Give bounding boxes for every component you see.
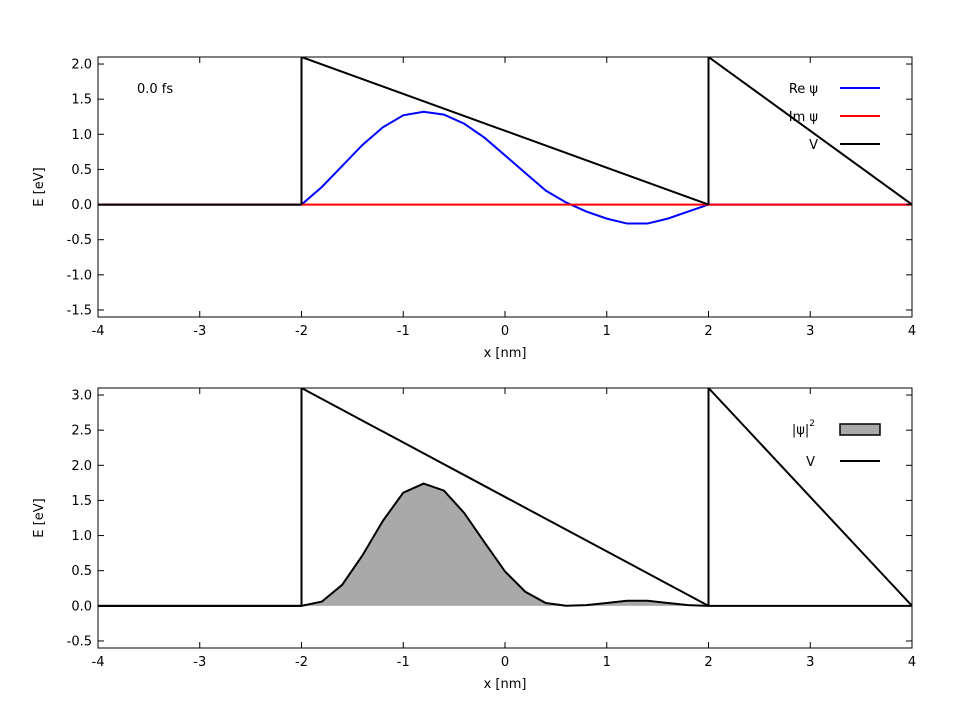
- legend-label-v-bottom: V: [806, 455, 815, 470]
- y-tick-label: 1.5: [71, 494, 92, 509]
- legend-top: Re ψ Im ψ V: [789, 82, 880, 153]
- y-tick-label: 3.0: [71, 389, 92, 404]
- y-tick-label: 2.0: [71, 459, 92, 474]
- y-tick-label: 1.5: [71, 93, 92, 108]
- y-tick-label: 0.0: [71, 198, 92, 213]
- plot-area-1: [98, 388, 912, 607]
- y-tick-label: -0.5: [67, 233, 92, 248]
- y-axis-label: E [eV]: [32, 498, 47, 537]
- x-tick-label: 4: [908, 324, 916, 339]
- x-tick-label: 2: [704, 655, 712, 670]
- y-tick-label: 2.0: [71, 58, 92, 73]
- x-tick-label: -3: [193, 655, 206, 670]
- y-tick-label: 1.0: [71, 529, 92, 544]
- top-panel-wavefunction: -4 -3 -2 -1 0 1 2 3 4 -1.5 -1.0 -0.5 0.0 0.5 1.0 1.5 2.0…: [32, 56, 916, 361]
- x-tick-label: -3: [193, 324, 206, 339]
- plot-frame-1: [97, 387, 913, 649]
- x-tick-label: 1: [603, 655, 611, 670]
- x-tick-label: 2: [704, 324, 712, 339]
- time-annotation: 0.0 fs: [137, 82, 173, 97]
- x-tick-label: -2: [295, 655, 308, 670]
- x-tick-label: 1: [603, 324, 611, 339]
- y-tick-label: -0.5: [67, 634, 92, 649]
- x-tick-label: -1: [397, 324, 410, 339]
- x-tick-label: -1: [397, 655, 410, 670]
- x-axis-label: x [nm]: [484, 677, 527, 692]
- x-tick-label: 3: [806, 324, 814, 339]
- legend-label-v-top: V: [809, 138, 818, 153]
- x-tick-label: 4: [908, 655, 916, 670]
- area-series-psi-squared: [98, 483, 912, 606]
- x-tick-label: 3: [806, 655, 814, 670]
- legend-bottom: |ψ|2 V: [792, 419, 881, 470]
- legend-label-psi-squared: |ψ|2: [792, 419, 815, 438]
- x-tick-label: 0: [501, 324, 509, 339]
- potential-segment-2: [301, 388, 709, 607]
- x-tick-label: 0: [501, 655, 509, 670]
- y-tick-label: -1.5: [67, 303, 92, 318]
- x-axis-label: x [nm]: [484, 346, 527, 361]
- x-tick-label: -2: [295, 324, 308, 339]
- bottom-panel-probability-density: -4 -3 -2 -1 0 1 2 3 4 -0.5 0.0 0.5 1.0 1.5 2.0 2.5 3.0 x …: [32, 387, 916, 692]
- x-tick-label: -4: [92, 324, 105, 339]
- y-tick-label: 0.5: [71, 163, 92, 178]
- y-tick-label: 0.0: [71, 599, 92, 614]
- potential-segment-4: [707, 388, 912, 607]
- legend-swatch-psi-squared: [839, 423, 881, 436]
- y-tick-label: 0.5: [71, 564, 92, 579]
- legend-label-im-psi: Im ψ: [789, 110, 818, 125]
- plot-area-0: [98, 57, 912, 225]
- y-axis-label: E [eV]: [32, 167, 47, 206]
- line-series-psi-squared-outline: [98, 482, 912, 607]
- y-tick-label: 1.0: [71, 128, 92, 143]
- legend-label-re-psi: Re ψ: [789, 82, 818, 97]
- potential-segment-2: [301, 57, 709, 206]
- x-tick-label: -4: [92, 655, 105, 670]
- line-series-0: [98, 110, 912, 225]
- y-tick-label: -1.0: [67, 268, 92, 283]
- y-tick-label: 2.5: [71, 424, 92, 439]
- potential-segment-4: [707, 57, 912, 206]
